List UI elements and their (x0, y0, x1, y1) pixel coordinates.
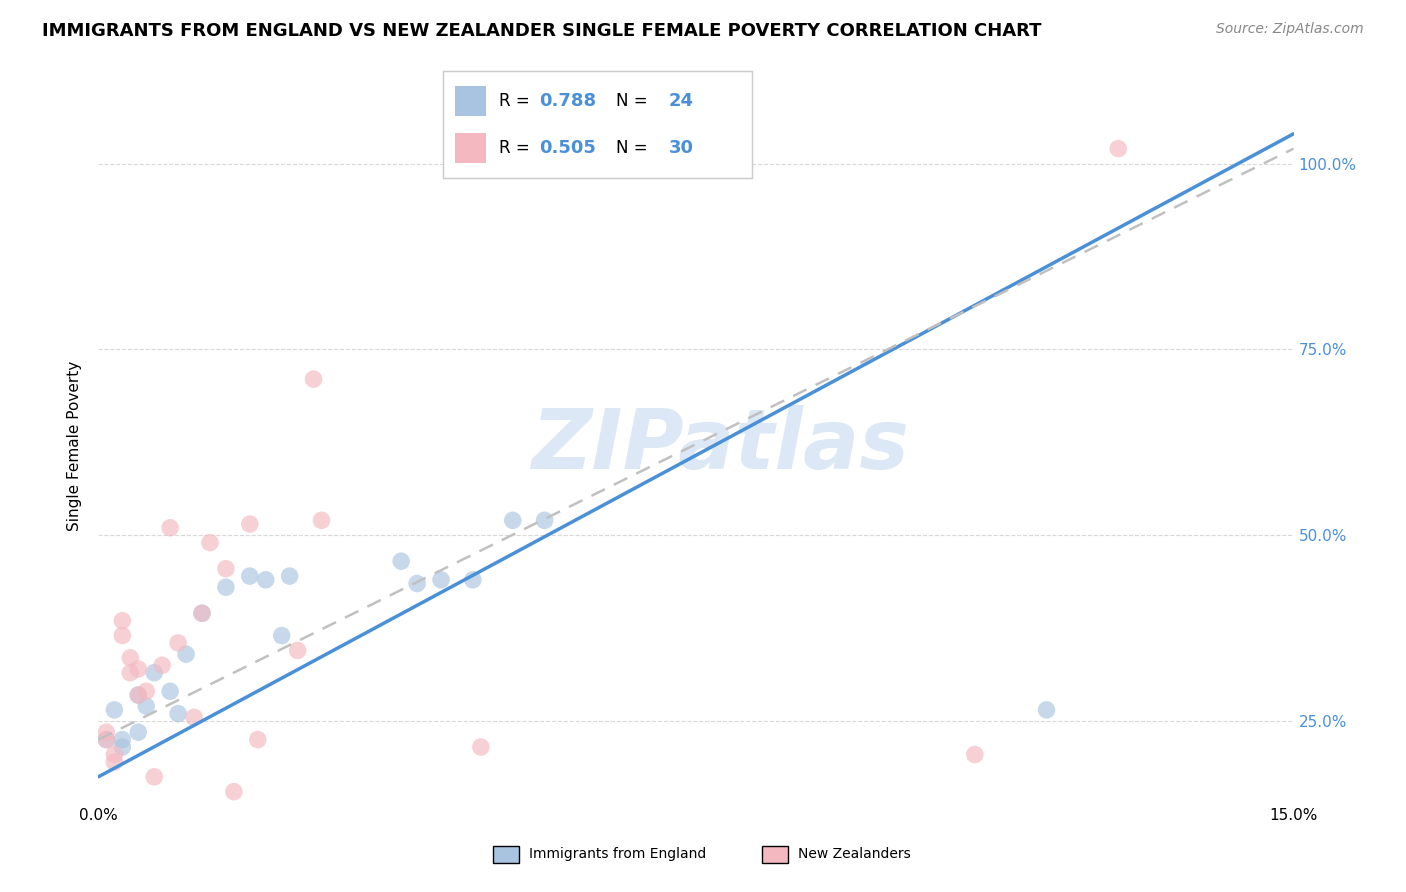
Point (311, 513, 333, 527)
Point (302, 372, 325, 386)
Point (167, 636, 190, 650)
Point (127, 662, 149, 676)
Text: 0.505: 0.505 (538, 139, 596, 157)
Point (127, 688, 149, 702)
Point (502, 513, 524, 527)
Text: N =: N = (616, 139, 652, 157)
Point (287, 643, 309, 657)
Point (239, 569, 262, 583)
Point (111, 629, 134, 643)
Point (174, 647, 197, 661)
Point (111, 614, 134, 628)
Point (366, 830, 388, 844)
Point (191, 607, 214, 621)
Point (207, 822, 229, 836)
Point (470, 740, 492, 755)
Point (120, 665, 142, 680)
Point (1035, 703, 1057, 717)
Point (103, 703, 125, 717)
Text: 30: 30 (669, 139, 693, 157)
Text: ZIPatlas: ZIPatlas (531, 406, 908, 486)
Point (183, 710, 205, 724)
Point (127, 725, 149, 739)
Text: 0.788: 0.788 (538, 93, 596, 111)
Bar (456, 87, 486, 116)
Point (389, 554, 412, 568)
Point (1107, 142, 1129, 156)
Point (159, 684, 181, 698)
Point (270, 629, 292, 643)
Text: N =: N = (616, 93, 652, 111)
Text: IMMIGRANTS FROM ENGLAND VS NEW ZEALANDER SINGLE FEMALE POVERTY CORRELATION CHART: IMMIGRANTS FROM ENGLAND VS NEW ZEALANDER… (42, 22, 1042, 40)
Text: New Zealanders: New Zealanders (797, 847, 910, 861)
Point (430, 573, 453, 587)
Point (143, 770, 166, 784)
Point (127, 688, 149, 702)
Point (96, 732, 118, 747)
Point (120, 651, 142, 665)
Point (533, 513, 555, 527)
Point (159, 521, 181, 535)
Point (198, 535, 221, 549)
Point (239, 516, 262, 531)
Point (215, 562, 238, 576)
Point (191, 607, 214, 621)
Point (254, 573, 277, 587)
Point (278, 569, 301, 583)
Text: R =: R = (499, 139, 534, 157)
Y-axis label: Single Female Poverty: Single Female Poverty (67, 361, 83, 531)
Point (215, 580, 238, 594)
Point (143, 665, 166, 680)
Text: 24: 24 (669, 93, 693, 111)
Point (150, 658, 173, 673)
Point (222, 785, 245, 799)
Text: R =: R = (499, 93, 534, 111)
Bar (456, 134, 486, 163)
Point (246, 732, 269, 747)
Point (96, 732, 118, 747)
Point (963, 747, 986, 762)
FancyBboxPatch shape (494, 846, 519, 863)
Point (406, 576, 429, 591)
Point (103, 747, 125, 762)
FancyBboxPatch shape (762, 846, 787, 863)
Point (96, 725, 118, 739)
Point (461, 573, 484, 587)
Point (135, 699, 157, 714)
Text: Source: ZipAtlas.com: Source: ZipAtlas.com (1216, 22, 1364, 37)
Point (111, 740, 134, 755)
Point (167, 706, 190, 721)
Point (111, 732, 134, 747)
Point (103, 755, 125, 769)
Point (135, 684, 157, 698)
Text: Immigrants from England: Immigrants from England (529, 847, 706, 861)
